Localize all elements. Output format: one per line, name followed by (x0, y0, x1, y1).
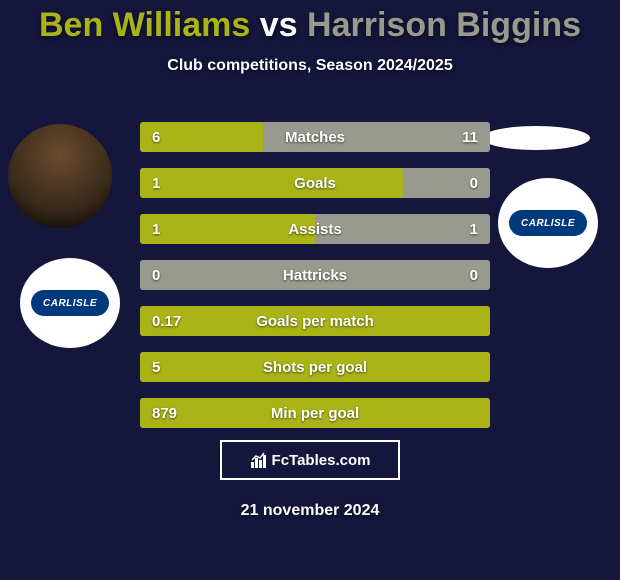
stat-bar-row: 0 0 Hattricks (140, 260, 490, 290)
stat-bar-row: 5 Shots per goal (140, 352, 490, 382)
stat-label: Assists (288, 221, 341, 238)
stat-right-value: 1 (470, 221, 478, 238)
club-badge: CARLISLE (31, 290, 109, 316)
vs-text: vs (260, 6, 298, 44)
stat-label: Matches (285, 129, 345, 146)
stat-bar-row: 879 Min per goal (140, 398, 490, 428)
bar-left-fill (140, 168, 403, 198)
stat-label: Goals per match (256, 313, 374, 330)
chart-icon (250, 451, 268, 469)
stat-bar-row: 1 1 Assists (140, 214, 490, 244)
player2-avatar (482, 126, 590, 150)
stat-right-value: 11 (462, 129, 478, 146)
player1-club-logo: CARLISLE (20, 258, 120, 348)
stat-left-value: 879 (152, 405, 177, 422)
club-badge: CARLISLE (509, 210, 587, 236)
stat-bar-row: 6 11 Matches (140, 122, 490, 152)
stat-label: Hattricks (283, 267, 347, 284)
player1-avatar (8, 124, 112, 228)
stat-right-value: 0 (470, 175, 478, 192)
date-text: 21 november 2024 (0, 502, 620, 520)
subtitle: Club competitions, Season 2024/2025 (0, 57, 620, 75)
stat-right-value: 0 (470, 267, 478, 284)
stat-bar-row: 0.17 Goals per match (140, 306, 490, 336)
stat-left-value: 6 (152, 129, 160, 146)
stat-left-value: 0 (152, 267, 160, 284)
brand-text: FcTables.com (272, 452, 371, 469)
stat-bar-row: 1 0 Goals (140, 168, 490, 198)
stats-bars: 611Matches10Goals11Assists00Hattricks0.1… (140, 122, 490, 444)
brand-box[interactable]: FcTables.com (220, 440, 400, 480)
stat-left-value: 5 (152, 359, 160, 376)
player2-club-logo: CARLISLE (498, 178, 598, 268)
player1-name: Ben Williams (39, 6, 250, 44)
player2-name: Harrison Biggins (307, 6, 581, 44)
stat-label: Shots per goal (263, 359, 367, 376)
stat-left-value: 1 (152, 221, 160, 238)
stat-left-value: 1 (152, 175, 160, 192)
stat-label: Min per goal (271, 405, 359, 422)
stat-left-value: 0.17 (152, 313, 181, 330)
stat-label: Goals (294, 175, 336, 192)
comparison-title: Ben Williams vs Harrison Biggins (0, 0, 620, 45)
